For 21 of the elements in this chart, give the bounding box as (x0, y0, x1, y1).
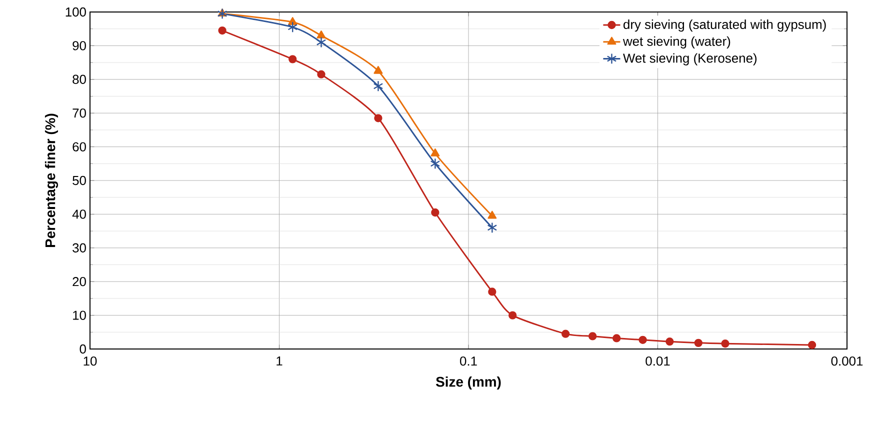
legend-label: dry sieving (saturated with gypsum) (624, 20, 826, 32)
y-tick-label: 20 (72, 277, 86, 286)
y-tick-label: 100 (66, 7, 86, 17)
y-tick-label: 90 (72, 41, 86, 50)
y-tick-label: 40 (72, 210, 86, 219)
y-tick-label: 10 (73, 310, 86, 320)
x-tick-label: 0.001 (831, 356, 863, 366)
y-tick-label: 30 (72, 243, 86, 252)
y-tick-label: 80 (72, 74, 86, 84)
y-tick-label: 70 (72, 108, 86, 118)
y-tick-label: 60 (72, 142, 86, 152)
y-tick-label: 0 (80, 344, 86, 354)
x-axis-title: Size (mm) (436, 376, 501, 390)
x-tick-label: 10 (84, 356, 97, 366)
x-tick-label: 1 (276, 356, 282, 366)
y-tick-label: 50 (72, 176, 86, 186)
legend-label: Wet sieving (Kerosene) (623, 53, 757, 66)
x-tick-label: 0.01 (646, 356, 670, 366)
x-tick-label: 0.1 (460, 356, 477, 366)
legend-label: wet sieving (water) (622, 36, 730, 48)
y-axis-title: Percentage finer (%) (44, 114, 58, 247)
